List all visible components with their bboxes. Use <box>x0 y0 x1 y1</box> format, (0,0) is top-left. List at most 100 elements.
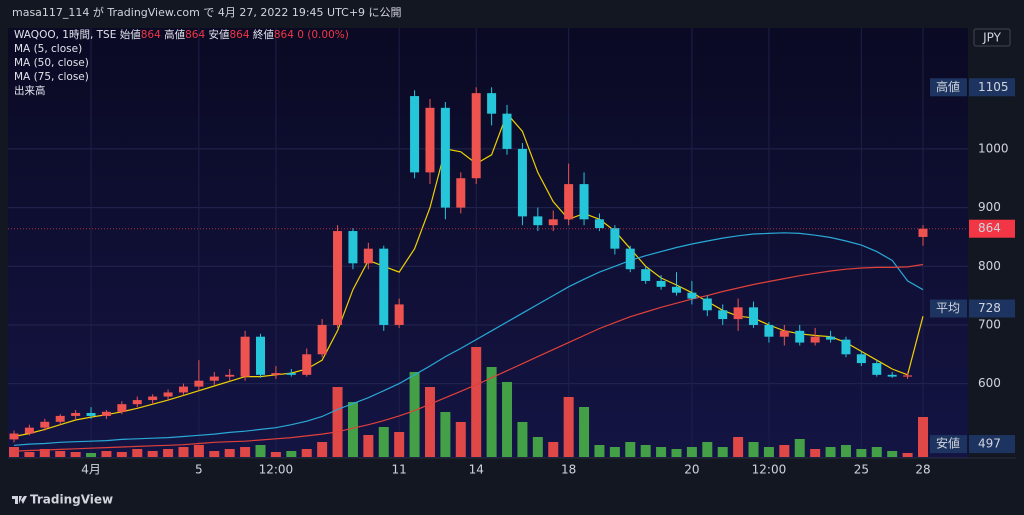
candle-body <box>918 228 928 237</box>
legend-item: MA (50, close) <box>14 57 89 69</box>
ohlc-label: 安値 <box>208 29 230 41</box>
candle-body <box>317 324 327 355</box>
y-tick-label: 800 <box>978 259 1001 273</box>
volume-bar <box>163 449 174 457</box>
volume-bar <box>840 445 851 457</box>
x-tick-label: 20 <box>684 463 699 477</box>
volume-bar <box>55 451 66 457</box>
volume-bar <box>209 451 220 457</box>
candle-body <box>795 330 805 343</box>
ohlc-label: 始値 <box>119 29 141 41</box>
x-tick-label: 11 <box>392 463 407 477</box>
x-tick-label: 14 <box>469 463 484 477</box>
volume-bar <box>856 449 867 457</box>
volume-bar <box>378 427 389 457</box>
volume-bar <box>317 442 328 457</box>
legend-row: WAQOO, 1時間, TSE 始値864 高値864 安値864 終値864 … <box>14 28 349 42</box>
legend-row: 出来高 <box>14 84 349 98</box>
tag-value-bg <box>969 299 1015 318</box>
volume-bar <box>748 442 759 457</box>
volume-bar <box>686 447 697 457</box>
candle-body <box>656 280 666 287</box>
candle-body <box>379 248 389 325</box>
volume-bar <box>517 422 528 457</box>
publish-info: masa117_114 が TradingView.com で 4月 27, 2… <box>12 5 402 19</box>
ohlc-label: 終値 <box>252 29 274 41</box>
volume-bar <box>332 387 343 457</box>
candle-body <box>641 269 651 281</box>
candle-body <box>333 231 343 325</box>
tag-label-bg <box>930 435 967 454</box>
volume-bar <box>147 451 158 457</box>
tag-label-bg <box>930 78 967 97</box>
tag-label: 平均 <box>936 301 960 315</box>
candle-body <box>841 339 851 355</box>
volume-bar <box>794 439 805 457</box>
volume-bar <box>116 452 127 457</box>
volume-bar <box>70 452 81 457</box>
y-tick-label: 600 <box>978 376 1001 390</box>
ma-line <box>13 232 924 446</box>
candle-body <box>779 330 789 337</box>
x-tick-label: 12:00 <box>752 463 787 477</box>
candle-body <box>9 433 19 440</box>
legend-item: MA (75, close) <box>14 71 89 83</box>
volume-bar <box>424 387 435 457</box>
candle-body <box>440 107 450 208</box>
volume-bar <box>409 372 420 457</box>
volume-bar <box>702 442 713 457</box>
tag-value-bg <box>969 78 1015 97</box>
x-tick-label: 18 <box>561 463 576 477</box>
volume-bar <box>763 447 774 457</box>
volume-bar <box>779 445 790 457</box>
candle-body <box>163 392 173 397</box>
candle-body <box>410 96 420 173</box>
candle-body <box>764 324 774 337</box>
tag-value-bg <box>969 435 1015 454</box>
y-tick-label: 1000 <box>978 141 1009 155</box>
volume-bar <box>609 447 620 457</box>
candle-body <box>671 286 681 293</box>
volume-bar <box>871 447 882 457</box>
volume-bar <box>363 435 374 457</box>
candle-body <box>625 248 635 270</box>
volume-bar <box>625 442 636 457</box>
tag-value: 864 <box>978 221 1001 235</box>
candle-body <box>517 148 527 217</box>
brand: TradingView <box>30 493 113 507</box>
candle-body <box>286 373 296 375</box>
currency-box <box>973 28 1011 47</box>
volume-bar <box>563 397 574 457</box>
candle-body <box>548 219 558 226</box>
candle-body <box>394 304 404 325</box>
symbol: WAQOO, 1時間, TSE <box>14 29 117 41</box>
legend-item: MA (5, close) <box>14 43 83 55</box>
volume-bar <box>455 422 466 457</box>
volume-bar <box>733 437 744 457</box>
candle-body <box>178 386 188 393</box>
candle-body <box>117 404 127 412</box>
x-tick-label: 28 <box>915 463 930 477</box>
volume-bar <box>347 402 358 457</box>
legend-row: MA (50, close) <box>14 56 349 70</box>
volume-bar <box>440 412 451 457</box>
volume-bar <box>101 451 112 457</box>
ohlc-label: 高値 <box>164 29 186 41</box>
candle-body <box>872 363 882 375</box>
volume-bar <box>717 447 728 457</box>
volume-bar <box>810 449 821 457</box>
candle-body <box>240 336 250 377</box>
candle-body <box>425 107 435 173</box>
volume-bar <box>240 447 251 457</box>
candle-body <box>148 396 158 401</box>
ohlc-value: 864 <box>229 29 250 41</box>
tag-value: 1105 <box>978 80 1009 94</box>
tag-value-bg <box>969 219 1015 238</box>
volume-bar <box>887 451 898 457</box>
volume-bar <box>394 432 405 457</box>
candle-body <box>887 374 897 377</box>
candle-body <box>101 411 111 416</box>
candle-body <box>225 374 235 377</box>
volume-bar <box>594 445 605 457</box>
